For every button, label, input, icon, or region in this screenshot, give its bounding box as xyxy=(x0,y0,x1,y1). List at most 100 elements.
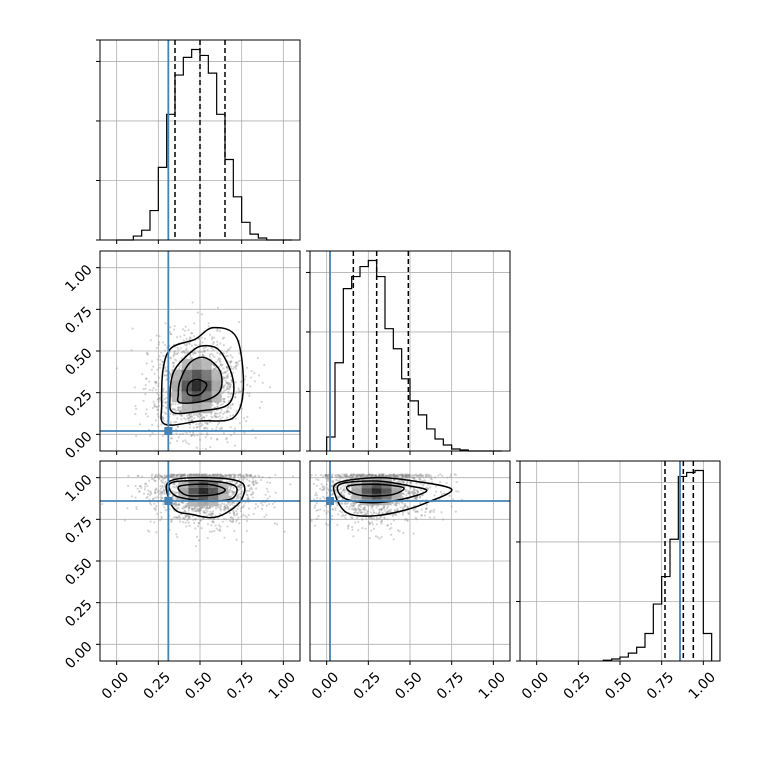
joint-1-sample-point xyxy=(250,493,253,496)
joint-1-density-cell xyxy=(208,494,219,501)
joint-2-sample-point xyxy=(359,505,362,508)
joint-0-sample-point xyxy=(227,395,230,398)
joint-1-sample-point xyxy=(173,473,176,476)
joint-2-sample-point xyxy=(398,474,401,477)
joint-0-sample-point xyxy=(169,357,173,360)
joint-0-sample-point xyxy=(201,353,204,357)
joint-1-sample-point xyxy=(229,495,232,499)
joint-2-sample-point xyxy=(351,525,354,529)
joint-1-sample-point xyxy=(228,474,231,477)
joint-0-sample-point xyxy=(204,436,207,439)
joint-2-sample-point xyxy=(404,475,407,478)
joint-2-sample-point xyxy=(370,507,373,510)
joint-2-sample-point xyxy=(406,474,409,477)
joint-2-sample-point xyxy=(393,508,397,511)
joint-1-sample-point xyxy=(159,487,163,490)
joint-0-sample-point xyxy=(158,397,161,400)
joint-2-sample-point xyxy=(413,488,416,491)
joint-1-sample-point xyxy=(226,505,229,508)
joint-2-sample-point xyxy=(440,511,443,514)
joint-1-sample-point xyxy=(155,504,158,508)
joint-2-sample-point xyxy=(375,523,378,526)
joint-2-sample-point xyxy=(404,474,408,477)
joint-2-sample-point xyxy=(420,494,424,497)
joint-2-sample-point xyxy=(312,482,316,485)
joint-1-sample-point xyxy=(274,473,277,477)
joint-1-sample-point xyxy=(249,473,252,476)
joint-0-sample-point xyxy=(253,372,256,375)
joint-1-sample-point xyxy=(154,473,158,476)
joint-2-density-cell xyxy=(351,493,362,500)
joint-1-sample-point xyxy=(187,516,190,520)
joint-1-sample-point xyxy=(156,496,159,499)
joint-1-sample-point xyxy=(221,474,224,477)
joint-2-sample-point xyxy=(339,477,342,480)
joint-2-sample-point xyxy=(330,493,334,496)
joint-1-sample-point xyxy=(176,497,179,501)
joint-0-sample-point xyxy=(227,368,230,371)
joint-0-sample-point xyxy=(233,431,236,434)
joint-0-sample-point xyxy=(211,416,214,419)
joint-2-sample-point xyxy=(360,474,364,477)
joint-0-sample-point xyxy=(222,432,225,435)
joint-0-sample-point xyxy=(212,354,215,357)
joint-0-sample-point xyxy=(185,349,188,352)
joint-1-sample-point xyxy=(202,473,205,476)
joint-0-sample-point xyxy=(206,421,209,424)
joint-2-sample-point xyxy=(337,474,340,477)
joint-2-sample-point xyxy=(342,495,345,498)
joint-1-sample-point xyxy=(181,473,184,476)
joint-2-sample-point xyxy=(385,510,388,513)
joint-0-sample-point xyxy=(234,367,238,370)
joint-1-density-cell xyxy=(208,475,219,482)
joint-0-sample-point xyxy=(218,427,222,430)
joint-0-sample-point xyxy=(163,349,167,352)
joint-1-sample-point xyxy=(198,508,202,511)
joint-0-sample-point xyxy=(232,414,235,417)
joint-1-sample-point xyxy=(186,504,189,507)
joint-2-sample-point xyxy=(331,508,334,511)
joint-2-sample-point xyxy=(327,478,330,481)
joint-2-sample-point xyxy=(421,474,424,477)
joint-0-sample-point xyxy=(162,420,165,423)
joint-2-sample-point xyxy=(419,473,422,476)
joint-1-sample-point xyxy=(237,484,240,487)
joint-2-sample-point xyxy=(342,489,345,492)
joint-1-sample-point xyxy=(211,512,214,516)
joint-2-sample-point xyxy=(394,502,397,505)
joint-2-sample-point xyxy=(361,508,364,511)
joint-1-sample-point xyxy=(224,507,227,510)
joint-1-sample-point xyxy=(265,513,268,517)
joint-0-sample-point xyxy=(187,328,190,332)
joint-2-sample-point xyxy=(375,516,378,519)
joint-1-sample-point xyxy=(219,473,222,476)
joint-0-sample-point xyxy=(178,410,182,413)
joint-1-sample-point xyxy=(227,473,230,477)
joint-1-sample-point xyxy=(231,493,234,496)
joint-0-sample-point xyxy=(174,409,178,412)
joint-0-sample-point xyxy=(229,414,232,417)
joint-0-sample-point xyxy=(227,382,230,386)
joint-0-sample-point xyxy=(157,341,161,344)
joint-0-sample-point xyxy=(225,438,228,441)
joint-1-sample-point xyxy=(210,513,213,516)
joint-1-sample-point xyxy=(159,485,162,488)
joint-0-sample-point xyxy=(213,414,216,418)
joint-2-sample-point xyxy=(383,517,386,520)
joint-1-sample-point xyxy=(182,474,186,477)
joint-1-sample-point xyxy=(175,473,178,477)
joint-1-sample-point xyxy=(221,502,224,505)
joint-1-sample-point xyxy=(230,502,233,506)
joint-0-sample-point xyxy=(203,349,206,352)
joint-1-sample-point xyxy=(247,484,250,487)
joint-1-sample-point xyxy=(233,474,236,477)
joint-0-sample-point xyxy=(171,402,175,406)
joint-2-sample-point xyxy=(358,474,361,477)
joint-2-sample-point xyxy=(378,475,381,478)
joint-0-sample-point xyxy=(203,416,206,419)
joint-2-sample-point xyxy=(382,473,385,476)
joint-0-sample-point xyxy=(235,364,238,367)
joint-2-sample-point xyxy=(426,473,429,476)
joint-0-density-cell xyxy=(211,369,222,381)
joint-2-sample-point xyxy=(368,473,372,477)
